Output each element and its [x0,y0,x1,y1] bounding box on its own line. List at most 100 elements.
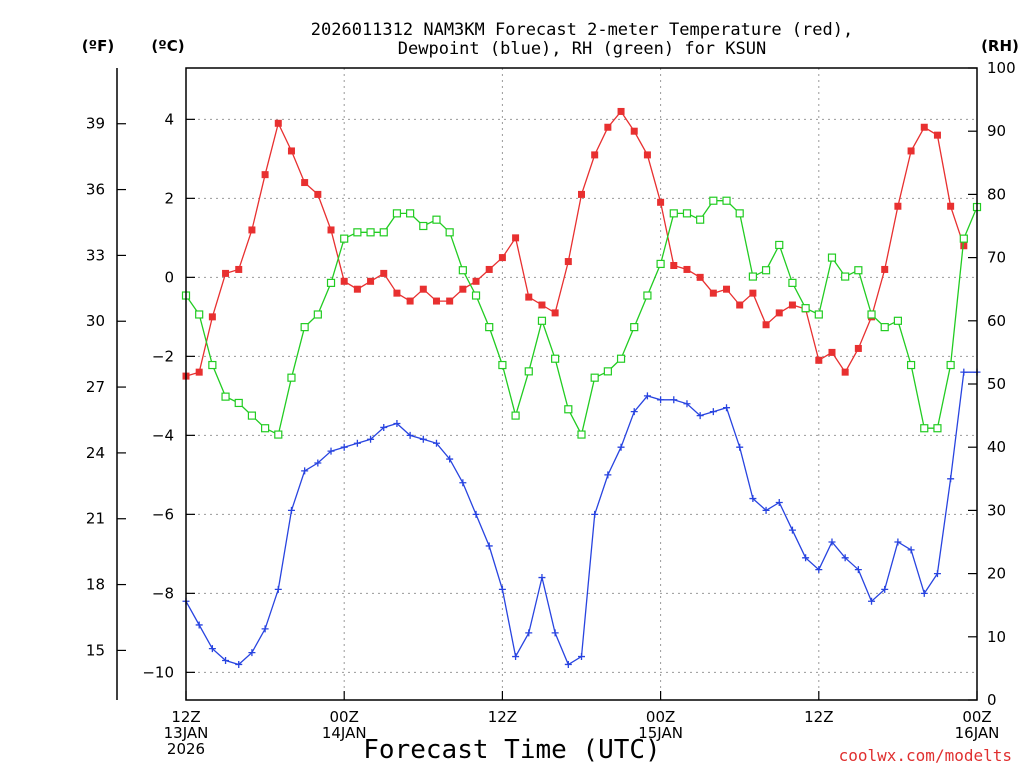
fahrenheit-tick-label-0: 39 [86,115,105,133]
dewpoint-point-11 [327,447,335,455]
dewpoint-point-48 [815,566,823,574]
dewpoint-point-57 [933,570,941,578]
axis-tick-labels: 420−2−4−6−8−1039363330272421181501020304… [86,59,1016,758]
2-meter-temperature-point-41 [723,285,731,293]
dewpoint-point-50 [841,554,849,562]
credit-text: coolwx.com/modelts [839,746,1012,765]
dewpoint-line [185,371,977,666]
celsius-tick-label-7: −10 [142,663,174,681]
rh-point-20 [445,228,454,237]
celsius-tick-label-4: −4 [152,426,174,444]
dewpoint-point-12 [340,443,348,451]
rh-point-3 [221,392,230,401]
2-meter-temperature-point-22 [472,277,480,285]
rh-line [185,200,978,437]
2-meter-temperature-point-18 [419,285,427,293]
chart-gridlines [186,68,977,700]
fahrenheit-tick-label-8: 15 [86,641,105,659]
dewpoint-point-8 [287,506,295,514]
2-meter-temperature-point-4 [235,265,243,273]
dewpoint-point-25 [512,653,520,661]
dewpoint-point-26 [525,629,533,637]
2-meter-temperature-point-3 [222,269,230,277]
rh-point-29 [564,405,573,414]
rh-point-5 [247,411,257,420]
2-meter-temperature-point-58 [947,202,955,210]
dewpoint-point-42 [736,443,744,451]
rh-point-4 [234,398,243,408]
dewpoint-point-7 [274,585,282,593]
dewpoint-point-29 [564,660,572,668]
rh-point-59 [959,234,968,243]
dewpoint-point-17 [406,431,414,439]
celsius-tick-label-6: −8 [152,584,174,602]
2-meter-temperature-point-43 [749,289,757,297]
rh-point-37 [669,209,678,218]
2-meter-temperature-point-34 [630,127,638,135]
2-meter-temperature-point-59 [960,242,968,250]
rh-point-24 [498,360,507,370]
series-dewpoint [182,368,981,668]
dewpoint-point-9 [301,467,309,475]
celsius-tick-label-5: −6 [152,505,174,523]
2-meter-temperature-point-44 [762,321,770,329]
rh-point-7 [274,430,283,439]
rh-point-41 [722,196,731,205]
2-meter-temperature-point-39 [696,273,704,281]
rh-point-28 [551,354,560,363]
dewpoint-point-33 [617,443,625,451]
rh-point-21 [458,266,467,275]
rh-point-31 [590,373,599,382]
rh-tick-label-7: 70 [987,249,1006,267]
2-meter-temperature-point-15 [380,269,388,277]
rh-point-25 [511,411,520,420]
2-meter-temperature-point-14 [367,277,375,285]
rh-tick-label-5: 50 [987,375,1006,393]
rh-point-2 [208,360,217,370]
fahrenheit-tick-label-2: 33 [86,246,105,264]
dewpoint-point-32 [604,471,612,479]
rh-point-27 [537,316,547,325]
rh-point-9 [300,323,309,332]
dewpoint-point-44 [762,506,770,514]
rh-point-38 [682,209,692,218]
dewpoint-point-30 [578,653,585,661]
dewpoint-point-5 [248,649,256,657]
rh-point-18 [419,221,428,231]
dewpoint-point-41 [723,404,731,412]
2-meter-temperature-point-13 [353,285,361,293]
dewpoint-point-28 [551,629,559,637]
rh-point-43 [748,272,757,281]
celsius-unit-label: (ºC) [151,37,184,55]
dewpoint-point-47 [802,554,810,562]
2-meter-temperature-point-40 [709,289,717,297]
2-meter-temperature-point-16 [393,289,401,297]
dewpoint-point-22 [472,510,480,518]
2-meter-temperature-point-45 [775,309,783,317]
2-meter-temperature-point-51 [854,344,862,352]
2-meter-temperature-point-32 [604,123,612,131]
dewpoint-point-16 [393,420,401,427]
celsius-tick-label-3: −2 [152,347,174,365]
dewpoint-point-21 [459,479,467,487]
rh-point-12 [340,234,349,243]
2-meter-temperature-point-36 [657,198,665,206]
rh-point-26 [524,367,533,376]
rh-tick-label-0: 0 [987,691,997,709]
dewpoint-point-19 [432,439,440,447]
2-meter-temperature-point-6 [261,171,269,179]
2-meter-temperature-point-27 [538,301,546,309]
rh-point-17 [406,209,415,218]
dewpoint-point-58 [947,475,955,483]
dewpoint-point-59 [960,368,968,376]
2-meter-temperature-point-29 [564,258,572,266]
dewpoint-point-3 [222,657,230,664]
rh-point-51 [854,266,863,275]
x-tick-label-5-0: 00Z [962,708,991,726]
chart-series-layer [181,107,982,668]
series-rh [181,196,982,439]
rh-point-49 [827,253,837,262]
dewpoint-point-40 [709,408,717,416]
2-meter-temperature-point-54 [894,202,902,210]
x-tick-label-0-0: 12Z [171,708,200,726]
